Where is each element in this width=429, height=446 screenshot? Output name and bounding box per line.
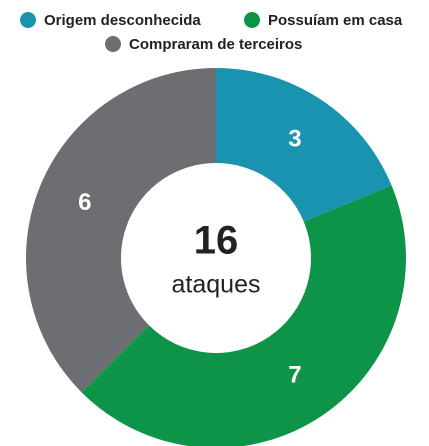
slice [216,68,392,222]
legend-marker [244,12,260,28]
center-label: ataques [172,271,261,299]
slice [81,185,406,446]
value-label: 6 [78,189,91,216]
legend-label: Origem desconhecida [44,12,201,29]
slice [26,67,217,393]
legend-marker [105,36,121,52]
legend-marker [20,12,36,28]
legend-label: Possuíam em casa [268,12,403,29]
value-label: 3 [288,125,301,152]
value-label: 7 [288,361,301,388]
legend-label: Compraram de terceiros [129,36,302,53]
center-value: 16 [194,219,239,263]
